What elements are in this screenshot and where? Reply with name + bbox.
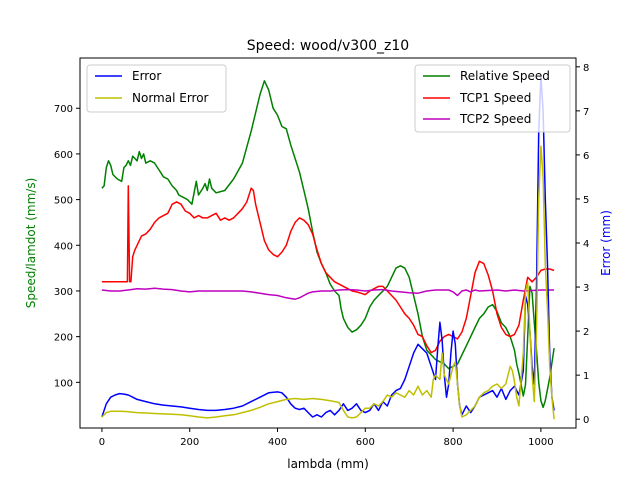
y-axis-label-right: Error (mm)	[599, 210, 613, 276]
y-axis-label-left: Speed/lamdot (mm/s)	[24, 178, 38, 309]
y-right-tick-label: 2	[583, 327, 589, 338]
legend-left: Error Normal Error	[86, 64, 227, 113]
chart-title: Speed: wood/v300_z10	[247, 38, 409, 54]
y-left-tick-label: 500	[54, 196, 73, 207]
x-tick-label: 800	[444, 437, 463, 448]
y-right-tick-label: 6	[583, 151, 589, 162]
y-left-tick-label: 600	[54, 150, 73, 161]
y-left-tick-label: 100	[54, 378, 73, 389]
series-line-error	[101, 74, 555, 418]
y-left-tick-label: 300	[54, 287, 73, 298]
y-right-tick-label: 4	[583, 239, 589, 250]
y-right-tick-label: 1	[583, 371, 589, 382]
legend-label-tcp2-speed: TCP2 Speed	[459, 112, 531, 126]
legend-label-relative-speed: Relative Speed	[460, 69, 550, 83]
x-tick-label: 600	[356, 437, 375, 448]
x-tick-label: 200	[180, 437, 199, 448]
y-right-tick-label: 0	[583, 415, 589, 426]
x-tick-label: 0	[99, 437, 105, 448]
y-right-tick-label: 5	[583, 195, 589, 206]
y-left-tick-label: 200	[54, 333, 73, 344]
series-line-tcp2-speed	[101, 287, 555, 300]
x-tick-label: 400	[268, 437, 287, 448]
series-line-relative-speed	[101, 80, 555, 409]
x-tick-label: 1000	[528, 437, 553, 448]
y-right-tick-label: 3	[583, 283, 589, 294]
y-right-tick-label: 8	[583, 63, 589, 74]
y-right-tick-label: 7	[583, 107, 589, 118]
legend-label-error: Error	[132, 69, 161, 83]
series-line-tcp1-speed	[101, 185, 555, 354]
ticks-layer: 0 200 400 600 800 1000 100 200 300 400 500 600 700 0 1…	[54, 63, 589, 448]
legend-right: Relative Speed TCP1 Speed TCP2 Speed	[414, 64, 571, 133]
series-line-normal-error	[101, 145, 555, 420]
x-axis-label: lambda (mm)	[287, 457, 369, 471]
y-left-tick-label: 400	[54, 241, 73, 252]
legend-right-box	[414, 64, 571, 133]
legend-label-normal-error: Normal Error	[132, 91, 209, 105]
legend-label-tcp1-speed: TCP1 Speed	[459, 91, 531, 105]
y-left-tick-label: 700	[54, 104, 73, 115]
series-layer	[101, 74, 555, 420]
